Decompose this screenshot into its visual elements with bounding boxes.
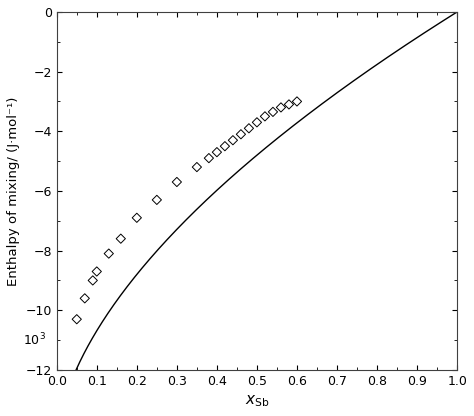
Point	[269, 109, 277, 115]
X-axis label: $x_{\mathrm{Sb}}$: $x_{\mathrm{Sb}}$	[245, 394, 269, 409]
Text: 10$^{3}$: 10$^{3}$	[23, 332, 46, 349]
Point	[253, 119, 261, 126]
Point	[81, 295, 89, 302]
Point	[133, 215, 141, 221]
Point	[229, 137, 237, 144]
Y-axis label: Enthalpy of mixing/ (J·mol⁻¹): Enthalpy of mixing/ (J·mol⁻¹)	[7, 96, 20, 286]
Point	[105, 250, 113, 257]
Point	[245, 125, 253, 131]
Point	[293, 98, 301, 105]
Point	[93, 268, 100, 275]
Point	[153, 197, 161, 203]
Point	[221, 143, 228, 149]
Point	[237, 131, 245, 138]
Point	[73, 316, 81, 322]
Point	[277, 104, 285, 111]
Point	[193, 164, 201, 171]
Point	[173, 178, 181, 185]
Point	[213, 149, 221, 156]
Point	[117, 235, 125, 242]
Point	[285, 101, 293, 108]
Point	[89, 277, 97, 284]
Point	[205, 155, 213, 161]
Point	[261, 113, 269, 120]
